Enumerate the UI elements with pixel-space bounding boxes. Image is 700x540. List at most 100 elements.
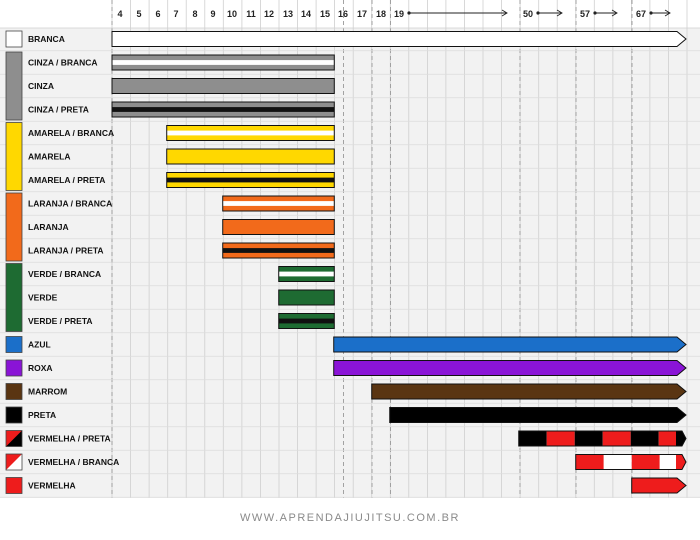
belt-bar-block	[631, 454, 660, 470]
belt-swatch	[5, 406, 23, 424]
belt-bar	[166, 149, 335, 164]
belt-bar	[112, 78, 335, 94]
belt-bar-outline	[166, 148, 335, 165]
belt-bar-block	[630, 431, 659, 446]
belt-bar-block	[546, 431, 575, 446]
belt-label: VERMELHA / PRETA	[28, 434, 111, 444]
belt-label: CINZA / PRETA	[28, 105, 89, 115]
tick-label: 18	[376, 9, 386, 19]
belt-label: PRETA	[28, 410, 56, 420]
tick-label: 5	[136, 9, 141, 19]
tick-label: 11	[246, 9, 256, 19]
belt-bar-stripe	[222, 248, 335, 253]
belt-bar-outline	[278, 289, 335, 306]
tick-label: 4	[117, 9, 122, 19]
belt-age-chart: 4 5 6 7 8 9 10 11 12 13 14 15 16 17 18 19 50 57 67BRANCACI…	[0, 0, 700, 498]
belt-bar	[222, 219, 335, 235]
belt-label: VERDE	[28, 293, 58, 303]
belt-bar-block	[659, 454, 676, 470]
website-footer: WWW.APRENDAJIUJITSU.COM.BR	[240, 512, 460, 524]
tick-arrow-head	[611, 9, 618, 17]
belt-bar-outline	[222, 195, 335, 212]
belt-bar-stripe	[112, 60, 335, 65]
belt-bar-outline	[111, 54, 335, 71]
belt-bar	[333, 336, 687, 353]
belt-label: CINZA	[28, 81, 54, 91]
belt-swatch	[5, 359, 23, 377]
belt-bar-block	[602, 431, 631, 446]
belt-bar-block	[658, 431, 676, 446]
belt-bar	[631, 477, 687, 494]
belt-label: LARANJA	[28, 222, 69, 232]
tick-label: 10	[227, 9, 237, 19]
belt-label: MARROM	[28, 387, 67, 397]
belt-swatch	[5, 30, 23, 48]
belt-bar-outline	[222, 219, 335, 235]
belt-label: BRANCA	[28, 34, 65, 44]
belt-bar-outline	[222, 242, 335, 259]
belt-label: VERMELHA	[28, 481, 76, 491]
belt-swatch	[5, 477, 23, 494]
belt-bar	[389, 407, 687, 423]
chart-background	[0, 28, 700, 498]
tick-label: 9	[210, 9, 215, 19]
belt-bar-outline	[278, 266, 335, 282]
belt-swatch	[5, 51, 23, 121]
belt-bar-block	[575, 454, 604, 470]
tick-arrow-head	[556, 9, 563, 17]
tick-label: 67	[636, 9, 646, 19]
belt-swatch	[5, 383, 23, 400]
belt-swatch-diagonal	[6, 454, 22, 470]
belt-bar-stripe	[278, 318, 335, 324]
belt-bar-block	[574, 431, 603, 446]
belt-bar-stripe	[166, 177, 335, 183]
belt-swatch-border	[5, 430, 23, 447]
tick-arrow-head	[501, 9, 508, 17]
belt-swatch	[5, 192, 23, 262]
belt-label: ROXA	[28, 363, 53, 373]
belt-bar-outline	[575, 454, 687, 470]
tick-label: 15	[320, 9, 330, 19]
belt-label: VERDE / PRETA	[28, 316, 93, 326]
tick-label: 8	[192, 9, 197, 19]
belt-label: AMARELA / PRETA	[28, 175, 105, 185]
belt-label: AMARELA	[28, 152, 71, 162]
belt-bar-outline	[518, 430, 687, 447]
belt-label: VERDE / BRANCA	[28, 269, 101, 279]
belt-bar-stripe	[112, 107, 335, 112]
belt-bar-outline	[111, 78, 335, 94]
belt-bar	[333, 360, 687, 376]
tick-label: 12	[264, 9, 274, 19]
belt-bar-outline	[278, 313, 335, 329]
tick-label: 6	[155, 9, 160, 19]
tick-label: 16	[338, 9, 348, 19]
tick-label: 7	[173, 9, 178, 19]
belt-label: VERMELHA / BRANCA	[28, 457, 119, 467]
belt-label: LARANJA / PRETA	[28, 246, 104, 256]
belt-label: AMARELA / BRANCA	[28, 128, 114, 138]
belt-bar-outline	[166, 125, 335, 141]
belt-swatch-diagonal	[6, 430, 22, 447]
belt-swatch	[5, 336, 23, 353]
belt-swatch-border	[5, 453, 23, 471]
belt-swatch	[5, 263, 23, 332]
belt-bar	[111, 31, 687, 47]
belt-label: LARANJA / BRANCA	[28, 199, 112, 209]
belt-swatch	[5, 122, 23, 191]
belt-bar-outline	[166, 172, 335, 188]
tick-label: 57	[580, 9, 590, 19]
belt-bar-stripe	[166, 130, 335, 136]
belt-label: CINZA / BRANCA	[28, 58, 98, 68]
tick-label: 19	[394, 9, 404, 19]
tick-arrow-head	[664, 9, 671, 17]
tick-label: 17	[357, 9, 367, 19]
tick-label: 14	[301, 9, 311, 19]
belt-bar-block	[518, 431, 547, 446]
belt-label: AZUL	[28, 340, 51, 350]
belt-bar-outline	[111, 101, 335, 118]
belt-bar	[371, 383, 687, 400]
belt-bar-block	[603, 454, 632, 470]
tick-label: 13	[283, 9, 293, 19]
tick-label: 50	[523, 9, 533, 19]
